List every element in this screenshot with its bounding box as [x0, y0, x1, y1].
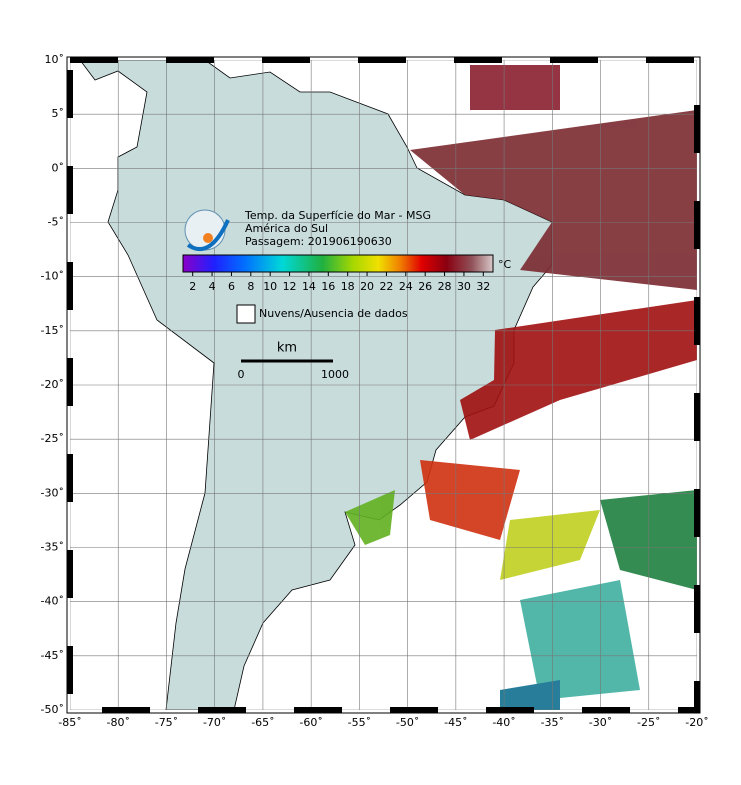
y-tick-label: -30˚ [41, 486, 64, 499]
colorbar-tick-label: 20 [360, 280, 374, 293]
colorbar-tick-label: 12 [283, 280, 297, 293]
x-tick-label: -70˚ [203, 716, 226, 729]
x-tick-label: -20˚ [685, 716, 708, 729]
colorbar-tick-label: 14 [302, 280, 316, 293]
logo [184, 209, 230, 252]
colorbar-tick-label: 26 [418, 280, 432, 293]
map-frame [67, 57, 700, 713]
y-tick-label: -5˚ [48, 216, 64, 229]
y-tick-label: -35˚ [41, 541, 64, 554]
y-tick-label: -25˚ [41, 432, 64, 445]
y-tick-label: -40˚ [41, 595, 64, 608]
legend-label: Nuvens/Ausencia de dados [259, 307, 408, 320]
pass-time: Passagem: 201906190630 [245, 235, 392, 248]
colorbar-tick-label: 2 [189, 280, 196, 293]
map-area [70, 60, 697, 710]
x-tick-label: -55˚ [348, 716, 371, 729]
scale-label: 1000 [321, 368, 349, 381]
colorbar-tick-label: 8 [247, 280, 254, 293]
colorbar-tick-label: 24 [399, 280, 413, 293]
y-tick-label: -50˚ [41, 703, 64, 716]
legend-swatch [236, 304, 256, 324]
map-frame-outline [66, 56, 701, 714]
colorbar-tick-label: 6 [228, 280, 235, 293]
scale-unit: km [277, 341, 297, 356]
colorbar-tick-label: 28 [438, 280, 452, 293]
subtitle: América do Sul [245, 222, 328, 235]
colorbar-tick-label: 18 [341, 280, 355, 293]
y-tick-label: 5˚ [52, 107, 65, 120]
x-tick-label: -75˚ [155, 716, 178, 729]
x-tick-label: -65˚ [251, 716, 274, 729]
x-tick-label: -50˚ [396, 716, 419, 729]
colorbar-unit: °C [498, 258, 512, 271]
colorbar [182, 254, 494, 273]
title: Temp. da Superfície do Mar - MSG [244, 209, 431, 222]
y-tick-label: 0˚ [52, 161, 65, 174]
y-tick-label: -20˚ [41, 378, 64, 391]
x-tick-label: -80˚ [106, 716, 129, 729]
x-tick-label: -25˚ [637, 716, 660, 729]
graticule [70, 60, 697, 710]
y-tick-label: -45˚ [41, 649, 64, 662]
x-tick-label: -35˚ [541, 716, 564, 729]
x-tick-label: -60˚ [299, 716, 322, 729]
colorbar-tick-label: 4 [209, 280, 216, 293]
y-tick-label: -10˚ [41, 270, 64, 283]
x-tick-label: -30˚ [589, 716, 612, 729]
colorbar-tick-label: 16 [321, 280, 335, 293]
y-tick-label: 10˚ [45, 53, 65, 66]
x-tick-label: -40˚ [492, 716, 515, 729]
y-tick-label: -15˚ [41, 324, 64, 337]
colorbar-tick-label: 30 [457, 280, 471, 293]
colorbar-tick-label: 10 [263, 280, 277, 293]
colorbar-tick-label: 32 [476, 280, 490, 293]
scale-label: 0 [238, 368, 245, 381]
x-tick-label: -45˚ [444, 716, 467, 729]
x-tick-label: -85˚ [58, 716, 81, 729]
colorbar-tick-label: 22 [379, 280, 393, 293]
